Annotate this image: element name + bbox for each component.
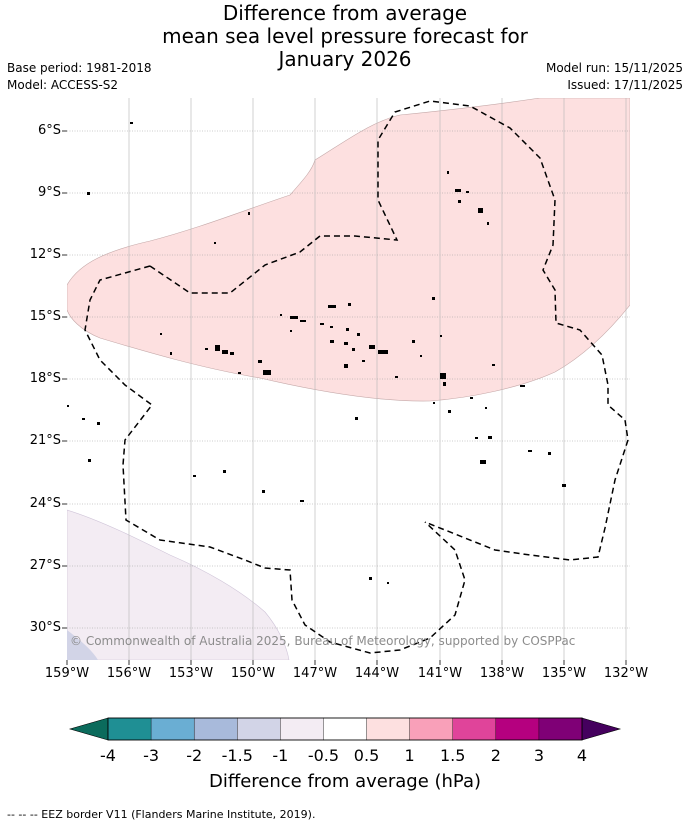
colorbar-segment: [280, 717, 325, 741]
title-line-1: Difference from average: [222, 1, 468, 25]
negative-anomaly-core: [67, 630, 98, 660]
colorbar-segment: [538, 717, 583, 741]
colorbar-segment: [495, 717, 540, 741]
lat-label-18s: 18°S: [29, 371, 61, 386]
colorbar-tick-label: -2: [186, 746, 203, 765]
lon-label-147w: 147°W: [292, 666, 338, 681]
colorbar-tick-label: -1.5: [221, 746, 253, 765]
colorbar-segments: [107, 717, 583, 741]
title-line-3: January 2026: [278, 47, 412, 71]
lat-label-15s: 15°S: [29, 309, 61, 324]
lon-label-159w: 159°W: [44, 666, 90, 681]
eez-footnote: -- -- -- EEZ border V11 (Flanders Marine…: [7, 808, 316, 821]
colorbar-over-arrow: [581, 717, 622, 741]
model-run: Model run: 15/11/2025: [545, 61, 683, 75]
issued-date: Issued: 17/11/2025: [567, 78, 683, 92]
colorbar-segment: [237, 717, 282, 741]
islands: [67, 122, 566, 584]
copyright-notice: © Commonwealth of Australia 2025, Bureau…: [70, 634, 576, 648]
colorbar-tick-label: -4: [100, 746, 116, 765]
colorbar: [68, 717, 622, 741]
map-area: [67, 98, 630, 660]
positive-anomaly-region: [67, 98, 630, 402]
colorbar-segment: [452, 717, 497, 741]
colorbar-frame: [107, 717, 583, 741]
lon-label-144w: 144°W: [354, 666, 400, 681]
colorbar-segment: [366, 717, 411, 741]
lon-label-132w: 132°W: [603, 666, 649, 681]
axis-ticks: [62, 130, 627, 665]
lat-label-24s: 24°S: [29, 496, 61, 511]
meta-left: Base period: 1981-2018 Model: ACCESS-S2: [7, 60, 152, 94]
colorbar-segment: [323, 717, 368, 741]
base-period: Base period: 1981-2018: [7, 61, 152, 75]
chart-title: Difference from average mean sea level p…: [0, 2, 690, 71]
colorbar-tick-label: -0.5: [307, 746, 340, 765]
lon-label-156w: 156°W: [106, 666, 152, 681]
colorbar-segment: [107, 717, 152, 741]
colorbar-tick-label: 2: [490, 746, 501, 765]
lon-label-138w: 138°W: [479, 666, 525, 681]
lat-label-30s: 30°S: [29, 620, 61, 635]
colorbar-segment: [150, 717, 195, 741]
lon-label-135w: 135°W: [541, 666, 587, 681]
colorbar-tick-label: 1: [404, 746, 415, 765]
meta-right: Model run: 15/11/2025 Issued: 17/11/2025: [546, 60, 683, 94]
lon-label-150w: 150°W: [230, 666, 276, 681]
title-line-2: mean sea level pressure forecast for: [162, 24, 528, 48]
colorbar-tick-label: 4: [576, 746, 588, 765]
lon-label-153w: 153°W: [168, 666, 214, 681]
colorbar-tick-label: 0.5: [353, 746, 380, 765]
colorbar-tick-label: 3: [533, 746, 544, 765]
colorbar-tick-label: -1: [272, 746, 289, 765]
lat-label-6s: 6°S: [37, 123, 61, 138]
lon-label-141w: 141°W: [417, 666, 463, 681]
negative-anomaly-region: [67, 509, 290, 660]
colorbar-under-arrow: [68, 717, 109, 741]
lat-label-9s: 9°S: [37, 185, 61, 200]
model-name: Model: ACCESS-S2: [7, 78, 119, 92]
colorbar-segment: [409, 717, 454, 741]
lat-label-27s: 27°S: [29, 558, 61, 573]
eez-borders: [84, 100, 629, 654]
colorbar-title: Difference from average (hPa): [208, 771, 482, 792]
colorbar-tick-label: 1.5: [439, 746, 466, 765]
colorbar-segment: [193, 717, 238, 741]
lat-label-12s: 12°S: [29, 247, 61, 262]
colorbar-tick-label: -3: [143, 746, 160, 765]
lat-label-21s: 21°S: [29, 433, 61, 448]
